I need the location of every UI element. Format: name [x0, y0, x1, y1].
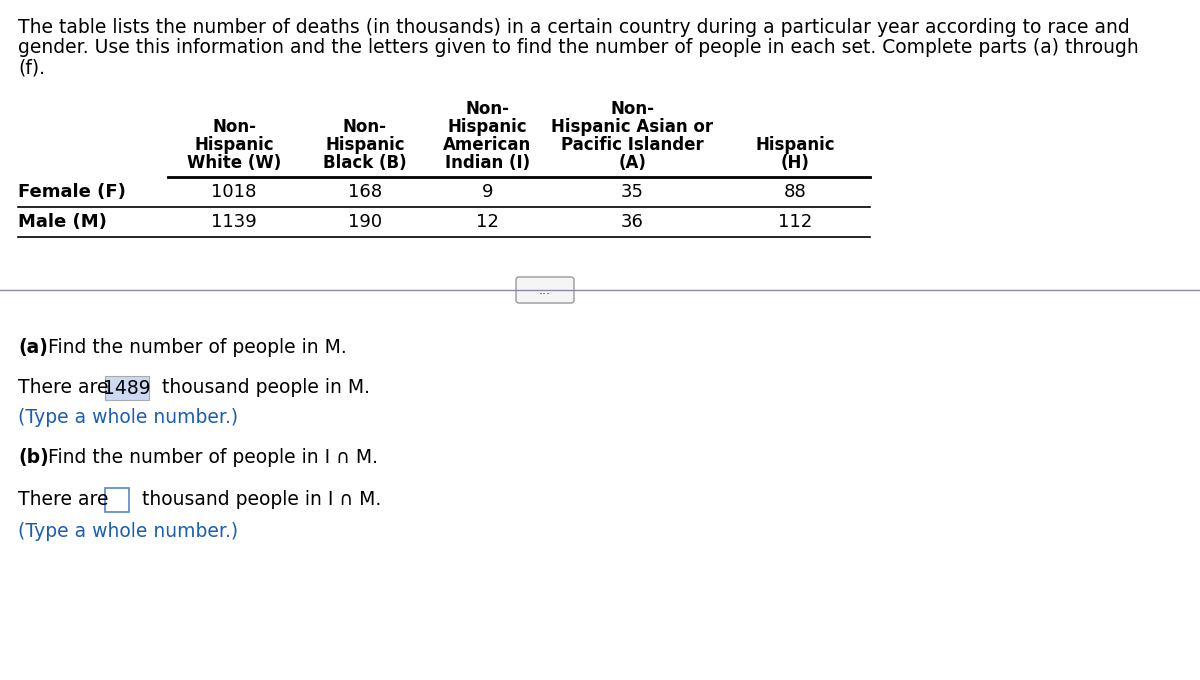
Text: There are: There are: [18, 378, 114, 397]
Text: American: American: [443, 136, 532, 154]
Text: (b): (b): [18, 448, 49, 467]
Text: 88: 88: [784, 183, 806, 201]
Text: There are: There are: [18, 490, 114, 509]
Text: Hispanic: Hispanic: [325, 136, 404, 154]
Text: (A): (A): [618, 154, 647, 172]
Text: White (W): White (W): [187, 154, 281, 172]
Text: (H): (H): [780, 154, 810, 172]
Text: thousand people in I ∩ M.: thousand people in I ∩ M.: [136, 490, 382, 509]
Text: Hispanic: Hispanic: [448, 118, 527, 136]
Text: Find the number of people in I ∩ M.: Find the number of people in I ∩ M.: [42, 448, 378, 467]
Text: 36: 36: [622, 213, 644, 231]
Text: 1018: 1018: [211, 183, 257, 201]
Text: Black (B): Black (B): [323, 154, 407, 172]
Text: thousand people in M.: thousand people in M.: [156, 378, 370, 397]
Text: Indian (I): Indian (I): [445, 154, 530, 172]
Text: 9: 9: [481, 183, 493, 201]
FancyBboxPatch shape: [106, 488, 130, 512]
Text: 168: 168: [348, 183, 382, 201]
FancyBboxPatch shape: [516, 277, 574, 303]
FancyBboxPatch shape: [106, 376, 149, 400]
Text: Hispanic: Hispanic: [194, 136, 274, 154]
Text: Hispanic: Hispanic: [755, 136, 835, 154]
Text: (f).: (f).: [18, 58, 46, 77]
Text: 190: 190: [348, 213, 382, 231]
Text: Male (M): Male (M): [18, 213, 107, 231]
Text: Pacific Islander: Pacific Islander: [562, 136, 704, 154]
Text: gender. Use this information and the letters given to find the number of people : gender. Use this information and the let…: [18, 38, 1139, 57]
Text: Hispanic Asian or: Hispanic Asian or: [552, 118, 714, 136]
Text: 1489: 1489: [103, 379, 151, 398]
Text: Non-: Non-: [343, 118, 386, 136]
Text: (a): (a): [18, 338, 48, 357]
Text: Non-: Non-: [611, 100, 654, 118]
Text: (Type a whole number.): (Type a whole number.): [18, 522, 238, 541]
Text: 112: 112: [778, 213, 812, 231]
Text: ...: ...: [539, 284, 551, 296]
Text: The table lists the number of deaths (in thousands) in a certain country during : The table lists the number of deaths (in…: [18, 18, 1129, 37]
Text: 12: 12: [476, 213, 499, 231]
Text: Female (F): Female (F): [18, 183, 126, 201]
Text: (Type a whole number.): (Type a whole number.): [18, 408, 238, 427]
Text: Non-: Non-: [466, 100, 510, 118]
Text: Find the number of people in M.: Find the number of people in M.: [42, 338, 347, 357]
Text: 1139: 1139: [211, 213, 257, 231]
Text: Non-: Non-: [212, 118, 256, 136]
Text: 35: 35: [622, 183, 644, 201]
